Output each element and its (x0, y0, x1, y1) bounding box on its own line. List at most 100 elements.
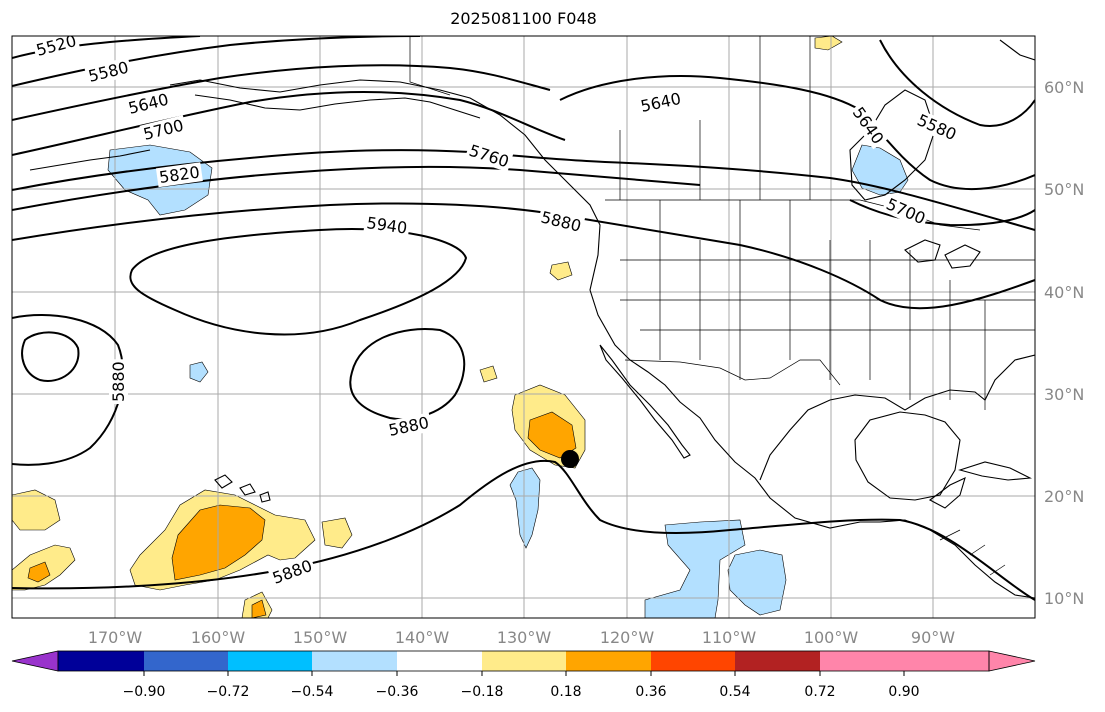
contour-label-background (32, 36, 81, 61)
baja-california (599, 344, 691, 459)
latitude-ticks: 10°N 20°N 30°N 40°N 50°N 60°N (1044, 78, 1084, 608)
colorbar-tick-label: −0.72 (207, 684, 250, 700)
lon-tick-label: 90°W (911, 628, 955, 647)
contour-label: 5700 (883, 194, 928, 228)
anomaly-blob-tropical-blue-b (727, 549, 787, 616)
anomaly-blob-mid-yellow-b (549, 261, 573, 281)
anomaly-blob-small-blue (189, 361, 209, 383)
central-america-borders (939, 529, 1006, 576)
contour-label-background (384, 412, 433, 441)
anomaly-blob-mid-yellow-a (321, 517, 353, 549)
colorbar: −0.90 −0.72 −0.54 −0.36 −0.18 0.18 0.36 … (11, 650, 1036, 700)
lon-tick-label: 170°W (88, 628, 143, 647)
contour-label: 5580 (914, 110, 959, 144)
lat-tick-label: 30°N (1044, 385, 1084, 404)
colorbar-segment (144, 651, 228, 671)
contour-5760 (12, 165, 701, 211)
lon-tick-label: 140°W (395, 628, 450, 647)
contour-label: 5580 (86, 58, 130, 86)
contour-5580-east (879, 39, 1035, 127)
map-area: 5520 5580 5640 5700 5820 5760 5940 5880 … (12, 36, 1035, 618)
hudson-bay (849, 89, 936, 201)
lat-tick-label: 60°N (1044, 78, 1084, 97)
graticule (12, 36, 1035, 618)
colorbar-tick-label: −0.54 (291, 684, 334, 700)
lat-tick-label: 50°N (1044, 180, 1084, 199)
contour-label-background (912, 109, 962, 146)
contour-label: 5880 (270, 556, 315, 588)
cuba (958, 461, 1032, 481)
contour-label-background (84, 57, 133, 87)
contour-label-background (155, 162, 203, 188)
colorbar-tick-label: 0.90 (888, 684, 919, 700)
contour-label-background (636, 88, 685, 117)
map-title: 2025081100 F048 (450, 9, 597, 28)
lon-tick-label: 120°W (600, 628, 655, 647)
colorbar-segment (904, 651, 989, 671)
colorbar-tick-label: −0.90 (123, 684, 166, 700)
colorbar-segment (566, 651, 651, 671)
lon-tick-label: 100°W (804, 628, 859, 647)
gulf-interior (854, 411, 961, 501)
contour-label-background (464, 140, 514, 173)
colorbar-tick-label: 0.18 (550, 684, 581, 700)
colorbar-segment (482, 651, 566, 671)
colorbar-segment (312, 651, 397, 671)
contour-label: 5700 (141, 116, 185, 144)
contour-label: 5880 (539, 207, 583, 235)
lon-tick-label: 150°W (293, 628, 348, 647)
contour-5640-east (559, 75, 1035, 190)
colorbar-tick-label: −0.18 (461, 684, 504, 700)
us-states-grid (620, 200, 1035, 410)
contour-5820 (12, 149, 1035, 231)
gulf-of-mexico-coast (759, 354, 1035, 481)
storm-position-marker (561, 450, 579, 468)
aleutians (29, 149, 151, 171)
map-frame (11, 35, 1036, 619)
lat-tick-label: 10°N (1044, 589, 1084, 608)
colorbar-segment (651, 651, 735, 671)
contour-label-background (267, 555, 317, 589)
colorbar-segment (820, 651, 904, 671)
contour-5700-west (12, 90, 566, 156)
contour-label-background (847, 101, 889, 150)
anomaly-blob-west-yellow (12, 489, 61, 531)
anomaly-blob-east-pacific-blue (509, 467, 541, 549)
colorbar-tick-label: 0.36 (635, 684, 666, 700)
contour-5880-west-closed (21, 331, 80, 382)
anomaly-blob-tropical-blue-a (644, 519, 746, 618)
contour-label: 5640 (639, 89, 683, 116)
political-borders (409, 36, 1035, 576)
anomaly-blob-top-yellow (814, 36, 843, 51)
colorbar-segment (397, 651, 482, 671)
yucatan-coast (928, 476, 966, 509)
colorbar-segment (58, 651, 144, 671)
anomaly-blob-sw-orange (27, 561, 51, 583)
lat-tick-label: 40°N (1044, 283, 1084, 302)
contour-label-background (139, 115, 188, 145)
lat-tick-label: 20°N (1044, 487, 1084, 506)
anomaly-blob-mid-yellow-c (479, 365, 498, 383)
contour-label-background (537, 206, 586, 237)
contour-labels: 5520 5580 5640 5700 5820 5760 5940 5880 … (32, 36, 962, 589)
anomaly-blob-bottom-orange (251, 599, 267, 618)
colorbar-ticks (143, 671, 905, 676)
alaska-canada-border (409, 36, 451, 96)
great-lakes (904, 239, 981, 269)
contour-5520 (12, 36, 201, 59)
shaded-anomaly-fields (12, 36, 909, 618)
contour-label: 5880 (109, 361, 128, 402)
contour-label-background (363, 212, 411, 238)
contour-5640-west (12, 64, 551, 121)
contour-5940 (129, 228, 468, 336)
colorbar-extend-low (11, 650, 59, 672)
greenland-edge (999, 39, 1035, 61)
contour-label-background (109, 359, 128, 404)
colorbar-tick-label: 0.54 (719, 684, 750, 700)
colorbar-tick-label: 0.72 (804, 684, 835, 700)
lon-tick-label: 130°W (497, 628, 552, 647)
alaska-coast (194, 94, 481, 119)
colorbar-outline (57, 650, 990, 672)
colorbar-extend-high (988, 650, 1036, 672)
